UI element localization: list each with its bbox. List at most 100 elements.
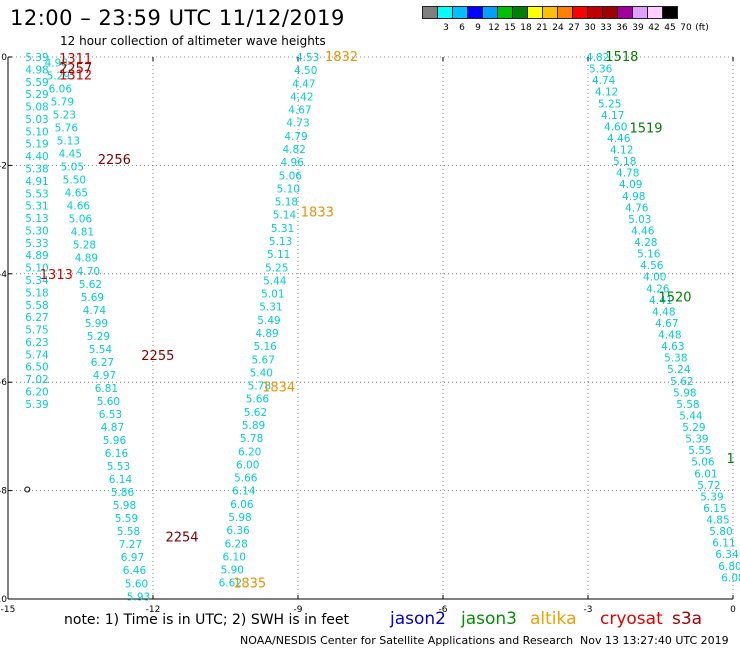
wave-height-label: 5.31 bbox=[259, 302, 282, 314]
wave-height-label: 4.60 bbox=[604, 121, 627, 133]
pass-time-label: 1313 bbox=[40, 268, 73, 283]
wave-height-label: 4.42 bbox=[290, 91, 313, 103]
wave-height-label: 4.82 bbox=[586, 52, 609, 64]
wave-height-label: 5.39 bbox=[25, 52, 48, 64]
wave-height-label: 5.33 bbox=[25, 238, 48, 250]
wave-height-label: 5.23 bbox=[53, 110, 76, 122]
wave-height-label: 5.10 bbox=[25, 263, 48, 275]
map-subtitle: 12 hour collection of altimeter wave hei… bbox=[60, 34, 326, 48]
wave-height-label: 5.29 bbox=[47, 70, 70, 82]
color-scale-label: 18 bbox=[520, 23, 532, 33]
y-tick-label: -10 bbox=[0, 595, 7, 605]
wave-height-label: 5.29 bbox=[682, 422, 705, 434]
wave-height-label: 6.06 bbox=[230, 499, 254, 511]
generated-timestamp: Nov 13 13:27:40 UTC 2019 bbox=[580, 634, 729, 647]
wave-height-label: 4.00 bbox=[643, 272, 666, 284]
wave-height-label: 4.66 bbox=[67, 201, 91, 213]
wave-height-label: 6.11 bbox=[712, 538, 735, 550]
x-tick-label: -12 bbox=[146, 605, 161, 615]
color-scale-bar bbox=[422, 6, 678, 19]
credit-line: NOAA/NESDIS Center for Satellite Applica… bbox=[240, 634, 574, 647]
color-swatch bbox=[662, 6, 678, 19]
wave-height-label: 5.54 bbox=[89, 344, 113, 356]
wave-height-label: 6.80 bbox=[718, 561, 740, 573]
wave-height-label: 5.06 bbox=[691, 457, 715, 469]
wave-height-label: 4.81 bbox=[71, 227, 94, 239]
wave-height-label: 5.28 bbox=[73, 240, 96, 252]
color-scale-label: 36 bbox=[616, 23, 628, 33]
wave-height-label: 5.13 bbox=[25, 213, 48, 225]
pass-time-label: 2254 bbox=[165, 531, 198, 546]
wave-height-label: 4.76 bbox=[625, 202, 649, 214]
wave-height-label: 4.73 bbox=[286, 118, 309, 130]
wave-height-label: 5.96 bbox=[103, 435, 127, 447]
color-scale-labels: 3 6 9 12 15 18 21 24 27 30 33 36 39 42 45 70 (ft) bbox=[422, 23, 740, 35]
x-tick-label: -3 bbox=[584, 605, 593, 615]
wave-height-label: 5.18 bbox=[25, 287, 48, 299]
wave-height-label: 5.66 bbox=[234, 473, 258, 485]
wave-height-label: 6.08 bbox=[721, 572, 740, 584]
wave-height-label: 5.14 bbox=[273, 210, 297, 222]
wave-height-label: 6.36 bbox=[226, 525, 250, 537]
wave-height-label: 5.79 bbox=[51, 96, 74, 108]
wave-height-label: 5.66 bbox=[246, 394, 270, 406]
legend-item-jason3: jason3 bbox=[461, 609, 517, 629]
wave-height-label: 4.46 bbox=[607, 133, 631, 145]
wave-height-label: 5.44 bbox=[679, 410, 703, 422]
color-scale-label: 42 bbox=[648, 23, 660, 33]
wave-height-label: 5.10 bbox=[277, 183, 300, 195]
wave-height-label: 4.45 bbox=[59, 149, 82, 161]
wave-height-label: 5.62 bbox=[79, 279, 102, 291]
wave-height-label: 5.90 bbox=[221, 565, 244, 577]
y-tick-label: -8 bbox=[0, 487, 7, 497]
wave-height-label: 5.31 bbox=[25, 201, 48, 213]
wave-height-label: 5.38 bbox=[664, 353, 687, 365]
wave-height-label: 5.18 bbox=[613, 156, 636, 168]
wave-height-label: 6.27 bbox=[25, 312, 48, 324]
wave-height-label: 5.01 bbox=[261, 289, 284, 301]
pass-time-label: 1832 bbox=[325, 50, 358, 65]
wave-height-label: 4.87 bbox=[101, 422, 124, 434]
wave-height-label: 5.93 bbox=[127, 591, 150, 603]
wave-height-label: 4.26 bbox=[646, 283, 670, 295]
wave-height-label: 5.98 bbox=[228, 512, 251, 524]
wave-height-label: 6.20 bbox=[238, 446, 261, 458]
wave-height-label: 6.81 bbox=[95, 383, 118, 395]
wave-height-label: 4.74 bbox=[592, 75, 616, 87]
wave-height-label: 4.56 bbox=[640, 260, 664, 272]
wave-height-label: 5.18 bbox=[275, 197, 298, 209]
wave-height-label: 4.98 bbox=[622, 191, 645, 203]
wave-height-label: 5.16 bbox=[253, 341, 277, 353]
color-scale-label: 30 bbox=[584, 23, 596, 33]
wave-height-label: 6.01 bbox=[694, 468, 717, 480]
wave-height-label: 5.72 bbox=[697, 480, 720, 492]
pass-time-label: 2255 bbox=[141, 349, 174, 364]
wave-height-label: 5.58 bbox=[676, 399, 699, 411]
wave-height-label: 5.24 bbox=[667, 364, 691, 376]
wave-height-label: 4.70 bbox=[77, 266, 100, 278]
wave-height-label: 5.80 bbox=[709, 526, 732, 538]
wave-height-label: 5.74 bbox=[25, 349, 49, 361]
wave-height-label: 4.65 bbox=[65, 188, 88, 200]
color-scale-label: 9 bbox=[475, 23, 481, 33]
wave-height-label: 7.02 bbox=[25, 374, 48, 386]
pass-time-label: 1519 bbox=[629, 121, 662, 136]
pass-time-label: 1834 bbox=[262, 381, 295, 396]
wave-height-label: 4.50 bbox=[294, 65, 317, 77]
wave-height-label: 6.53 bbox=[99, 409, 122, 421]
wave-height-label: 5.59 bbox=[25, 77, 48, 89]
wave-height-label: 6.27 bbox=[91, 357, 114, 369]
wave-height-label: 5.76 bbox=[55, 123, 79, 135]
color-scale-label: 33 bbox=[600, 23, 612, 33]
color-scale-label: 24 bbox=[552, 23, 564, 33]
wave-height-label: 4.67 bbox=[288, 105, 311, 117]
wave-height-label: 6.20 bbox=[25, 386, 48, 398]
wave-height-label: 5.49 bbox=[257, 315, 280, 327]
wave-height-label: 6.14 bbox=[232, 486, 256, 498]
wave-height-label: 4.98 bbox=[25, 64, 48, 76]
wave-height-label: 4.89 bbox=[25, 250, 48, 262]
wave-height-label: 6.15 bbox=[703, 503, 726, 515]
wave-height-label: 5.10 bbox=[25, 126, 48, 138]
wave-height-label: 5.78 bbox=[248, 381, 271, 393]
